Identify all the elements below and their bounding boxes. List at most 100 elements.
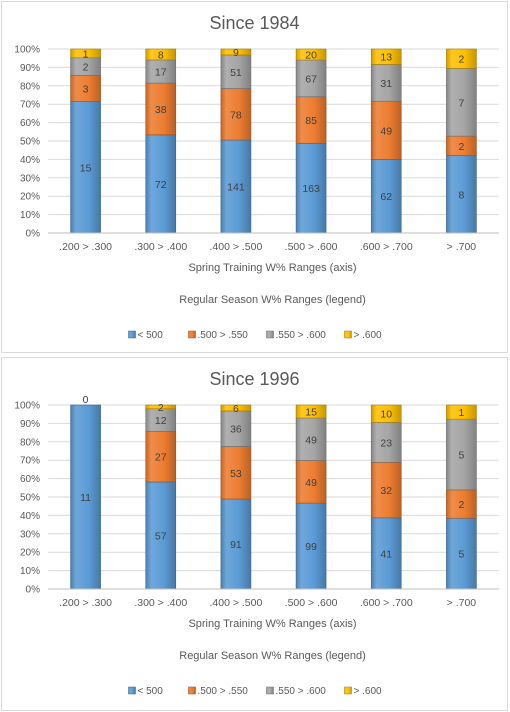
legend-label-500-550: .500 > .550 [198, 686, 249, 697]
y-tick-label: 30% [20, 529, 40, 540]
bar-segment-500-200-300 [70, 404, 101, 590]
legend-label-550-600: .550 > .600 [276, 330, 327, 341]
data-label: 91 [230, 539, 242, 551]
bar-segment-500-300-400 [145, 481, 177, 590]
y-tick-label: 20% [20, 548, 40, 559]
bar-segment-550-600-700 [446, 68, 477, 137]
x-tick-label: .600 > .700 [360, 597, 413, 609]
bar-segment-500-550-300-400 [145, 82, 177, 136]
bar-segment-500-550-600-700 [370, 100, 402, 160]
data-label: 2 [458, 141, 464, 153]
bar-segment-600-700 [446, 404, 477, 420]
y-tick-label: 30% [20, 173, 40, 184]
bar-segment-600-300-400 [145, 48, 177, 61]
data-label: 2 [158, 402, 164, 414]
chart-since-1984: Since 1984 0% 10% 20% 30% 40% 50% 60% 70% 80% 90% 1… [14, 13, 499, 341]
data-label: 1 [83, 48, 89, 60]
bar-segment-550-600-400-500 [220, 410, 252, 447]
legend-heading: Regular Season W% Ranges (legend) [179, 294, 366, 306]
data-label: 23 [380, 437, 392, 449]
legend-swatch-500 [128, 330, 136, 339]
data-label: 32 [380, 485, 392, 497]
data-label: 5 [458, 549, 464, 561]
chart-panel-since-1996: Since 1996 0% 10% 20% 30% 40% 50% 60% 70% 80% 90% 1… [1, 357, 508, 711]
x-tick-label: .200 > .300 [59, 241, 112, 253]
chart-title: Since 1996 [209, 369, 299, 389]
data-label: 2 [458, 54, 464, 66]
data-label: 49 [305, 477, 317, 489]
data-label: 9 [233, 47, 239, 59]
data-label: 10 [380, 409, 392, 421]
bar-segment-500-550-500-600 [295, 460, 327, 504]
bar-segment-500-700 [446, 155, 477, 234]
bar-segment-600-400-500 [220, 48, 252, 56]
legend-swatch-600 [344, 330, 352, 339]
y-tick-label: 80% [20, 81, 40, 92]
legend-swatch-500-550 [188, 686, 196, 695]
data-label: 72 [155, 179, 167, 191]
y-tick-label: 40% [20, 155, 40, 166]
x-tick-label: .300 > .400 [134, 597, 187, 609]
y-tick-label: 70% [20, 456, 40, 467]
data-label: 2 [458, 499, 464, 511]
y-tick-label: 10% [20, 566, 40, 577]
y-tick-label: 100% [14, 45, 40, 56]
y-tick-label: 90% [20, 63, 40, 74]
data-label: 12 [155, 415, 167, 427]
data-label: 78 [230, 109, 242, 121]
bar-segment-600-400-500 [220, 404, 252, 412]
legend-swatch-550-600 [266, 686, 274, 695]
legend: < 500 .500 > .550 .550 > .600 > .600 [128, 330, 383, 341]
data-label: 62 [380, 191, 392, 203]
legend-label-500: < 500 [138, 686, 164, 697]
x-tick-label: .400 > .500 [209, 241, 262, 253]
y-tick-label: 70% [20, 100, 40, 111]
x-axis-title: Spring Training W% Ranges (axis) [188, 262, 356, 274]
x-tick-label: .400 > .500 [209, 597, 262, 609]
bar-segment-500-550-200-300 [70, 74, 101, 102]
data-label: 27 [155, 452, 167, 464]
data-label: 49 [380, 125, 392, 137]
data-label: 99 [305, 541, 317, 553]
data-label: 8 [458, 189, 464, 201]
bar-segment-550-600-400-500 [220, 54, 252, 89]
data-label: 38 [155, 104, 167, 116]
x-tick-label: .200 > .300 [59, 597, 112, 609]
legend-label-500-550: .500 > .550 [198, 330, 249, 341]
data-label: 51 [230, 67, 242, 79]
legend-swatch-550-600 [266, 330, 274, 339]
data-label: 67 [305, 73, 317, 85]
bar-segment-500-200-300 [70, 101, 101, 234]
bar-segment-600-600-700 [370, 404, 402, 423]
bar-segment-600-300-400 [145, 404, 177, 410]
legend-label-600: > .600 [354, 686, 383, 697]
bar-segment-500-550-600-700 [370, 461, 402, 519]
legend-label-600: > .600 [354, 330, 383, 341]
bar-segment-500-550-300-400 [145, 430, 177, 483]
legend-swatch-500-550 [188, 330, 196, 339]
y-tick-label: 60% [20, 474, 40, 485]
y-tick-label: 40% [20, 511, 40, 522]
legend-swatch-500 [128, 686, 136, 695]
data-label: 41 [380, 548, 392, 560]
bar-segment-500-600-700 [370, 517, 402, 590]
bar-segment-500-400-500 [220, 139, 252, 234]
data-label: 1 [458, 407, 464, 419]
chart-since-1996: Since 1996 0% 10% 20% 30% 40% 50% 60% 70% 80% 90% 1… [14, 369, 499, 697]
bar-segment-600-200-300 [70, 48, 101, 59]
data-label: 2 [83, 62, 89, 74]
data-label: 7 [458, 97, 464, 109]
y-tick-label: 20% [20, 192, 40, 203]
y-tick-label: 0% [26, 585, 41, 596]
data-label: 3 [83, 83, 89, 95]
bar-segment-600-500-600 [295, 48, 327, 61]
data-label: 57 [155, 530, 167, 542]
data-label: 6 [233, 403, 239, 415]
legend: < 500 .500 > .550 .550 > .600 > .600 [128, 686, 383, 697]
data-label: 141 [227, 182, 245, 194]
bar-segment-500-550-400-500 [220, 446, 252, 500]
x-tick-label: .300 > .400 [134, 241, 187, 253]
bar-segment-600-600-700 [370, 48, 402, 65]
legend-label-500: < 500 [138, 330, 164, 341]
